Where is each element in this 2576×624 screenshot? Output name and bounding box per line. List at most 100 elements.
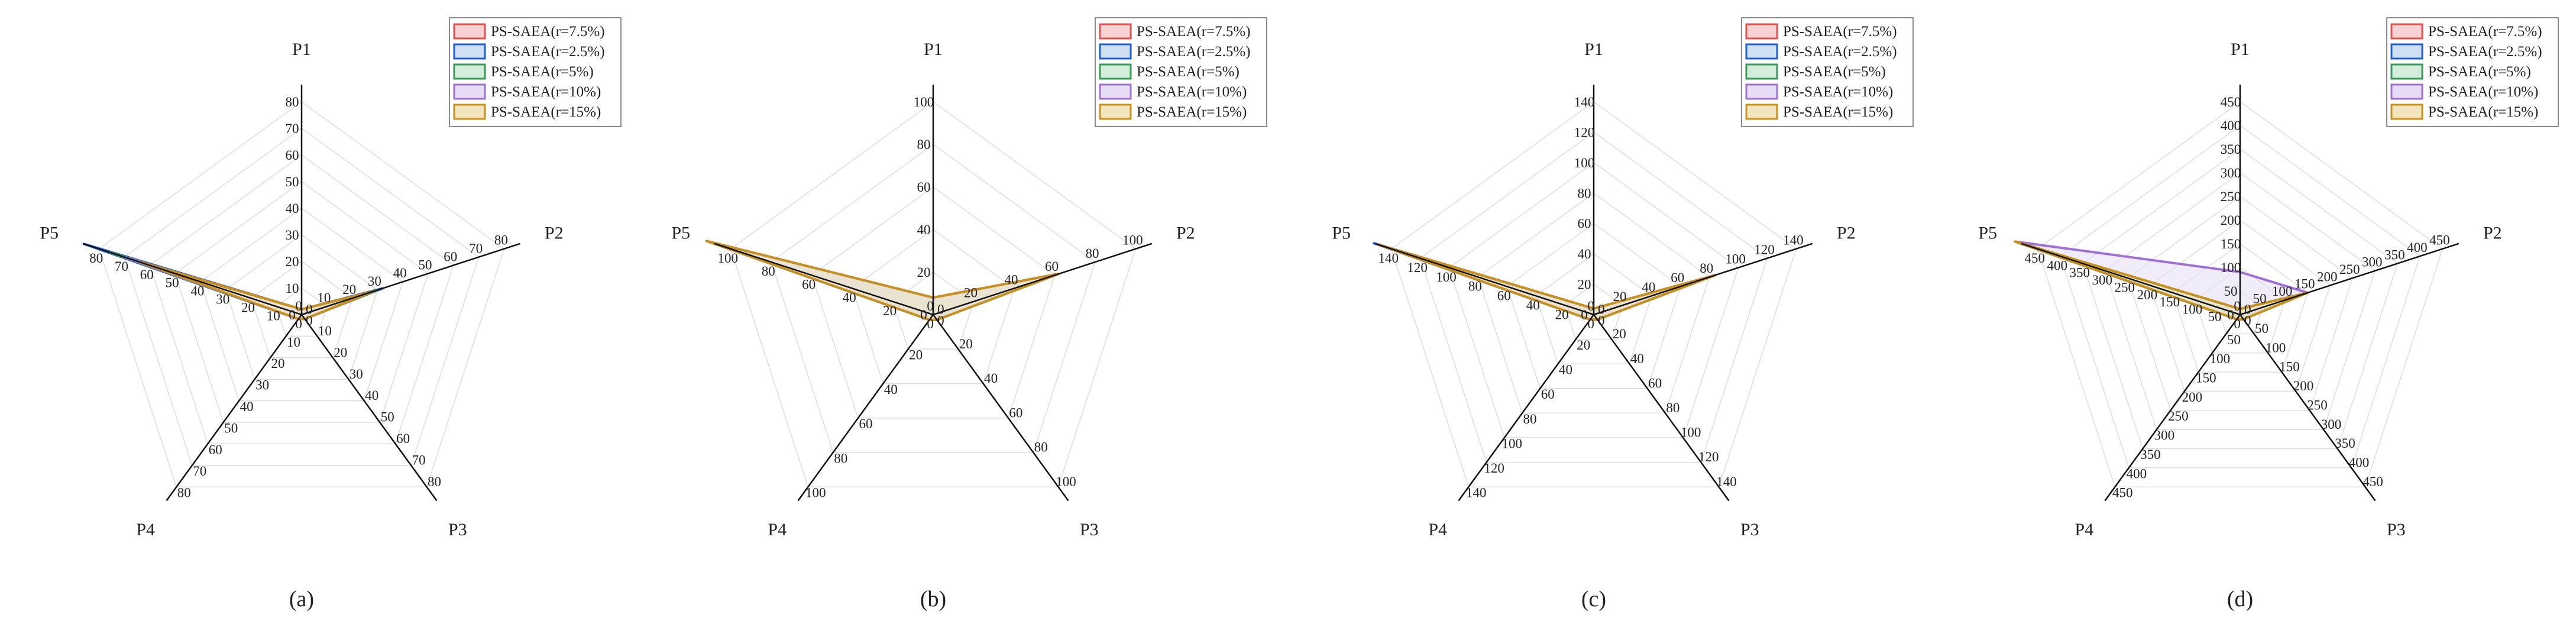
tick-label: 10	[317, 290, 331, 305]
tick-label: 150	[2279, 360, 2300, 374]
legend-entry: PS-SAEA(r=5%)	[1783, 64, 1886, 80]
legend: PS-SAEA(r=7.5%) PS-SAEA(r=2.5%) PS-SAEA(r=…	[449, 17, 622, 127]
grid-ring	[149, 154, 454, 445]
grid-ring	[199, 208, 404, 402]
panel-label: (d)	[2227, 587, 2253, 612]
legend-swatch	[453, 83, 486, 100]
axis-line-p5	[1374, 243, 1594, 316]
tick-label: 150	[2196, 371, 2216, 386]
legend-swatch	[1745, 63, 1778, 80]
legend-swatch	[2390, 43, 2423, 60]
panel-label: (c)	[1581, 587, 1606, 612]
tick-label: 60	[1045, 259, 1059, 274]
tick-label: 120	[1698, 450, 1719, 464]
tick-label: 40	[917, 222, 931, 237]
tick-label: 100	[1681, 425, 1701, 440]
tick-label: 70	[286, 121, 299, 136]
legend-swatch	[1745, 43, 1778, 60]
axis-line-p4	[1458, 314, 1595, 502]
tick-label: 50	[2224, 284, 2238, 299]
grid-ring	[1477, 192, 1710, 414]
axis-line-p5	[714, 243, 934, 316]
tick-label: 30	[255, 378, 269, 393]
tick-label: 30	[368, 274, 381, 289]
tick-label: 60	[444, 249, 457, 264]
tick-label: 150	[2160, 295, 2180, 309]
tick-label: 200	[2221, 213, 2241, 228]
tick-label: 100	[1502, 436, 1523, 451]
axis-label-p5: P5	[40, 223, 59, 243]
legend: PS-SAEA(r=7.5%) PS-SAEA(r=2.5%) PS-SAEA(r=…	[1741, 17, 1914, 127]
tick-label: 50	[381, 410, 394, 425]
tick-label: 140	[1466, 486, 1487, 500]
axis-line-p2	[2240, 243, 2460, 316]
tick-label: 100	[1436, 270, 1457, 284]
tick-label: 200	[2293, 379, 2314, 393]
legend-entry: PS-SAEA(r=5%)	[1137, 64, 1240, 80]
tick-label: 50	[2253, 291, 2267, 306]
tick-label: 20	[271, 356, 285, 371]
tick-label: 400	[2127, 466, 2147, 481]
legend-entry: PS-SAEA(r=15%)	[491, 104, 601, 120]
tick-label: 0	[1587, 299, 1594, 313]
tick-label: 40	[984, 371, 998, 386]
grid-ring	[730, 101, 1137, 487]
tick-label: 80	[1700, 261, 1713, 276]
series-polygon	[82, 243, 384, 321]
tick-label: 40	[286, 201, 299, 216]
legend-entry: PS-SAEA(r=5%)	[2428, 64, 2531, 80]
grid-ring	[852, 229, 1015, 384]
legend-entry: PS-SAEA(r=15%)	[2428, 104, 2538, 120]
tick-label: 70	[115, 259, 128, 274]
tick-label: 50	[2208, 309, 2222, 324]
series-polygon	[138, 261, 374, 321]
tick-label: 40	[1526, 298, 1540, 312]
legend-entry: PS-SAEA(r=7.5%)	[1137, 24, 1251, 40]
tick-label: 0	[2244, 313, 2251, 328]
tick-label: 60	[917, 180, 931, 195]
tick-label: 0	[920, 308, 927, 322]
legend-entry: PS-SAEA(r=15%)	[1137, 104, 1247, 120]
tick-label: 40	[1642, 280, 1655, 295]
tick-label: 0	[306, 302, 313, 317]
legend-swatch	[1099, 63, 1132, 80]
tick-label: 100	[717, 251, 738, 266]
tick-label: 40	[843, 290, 856, 305]
tick-label: 70	[412, 452, 426, 467]
axis-label-p4: P4	[2075, 520, 2093, 539]
tick-label: 80	[917, 137, 931, 152]
tick-label: 40	[393, 266, 407, 280]
legend-entry: PS-SAEA(r=7.5%)	[491, 24, 605, 40]
tick-label: 80	[1523, 412, 1537, 426]
tick-label: 0	[927, 316, 934, 331]
tick-label: 20	[917, 265, 931, 280]
tick-label: 100	[2182, 302, 2203, 317]
axis-label-p3: P3	[448, 520, 467, 539]
tick-label: 80	[428, 474, 441, 489]
tick-label: 0	[295, 299, 302, 313]
tick-label: 80	[1034, 440, 1048, 455]
tick-label: 40	[190, 284, 204, 299]
tick-label: 100	[805, 486, 826, 500]
tick-label: 120	[1407, 260, 1428, 275]
tick-label: 80	[177, 486, 191, 500]
tick-label: 150	[2295, 277, 2315, 292]
tick-label: 450	[2429, 233, 2450, 248]
tick-label: 0	[937, 313, 944, 328]
tick-label: 250	[2168, 409, 2189, 423]
tick-label: 300	[2321, 417, 2342, 432]
axis-line-p2	[933, 243, 1153, 316]
tick-label: 350	[2221, 142, 2241, 157]
tick-label: 100	[2266, 340, 2286, 355]
tick-label: 40	[1578, 247, 1591, 261]
tick-label: 0	[2244, 302, 2251, 317]
tick-label: 100	[2272, 284, 2293, 299]
axis-label-p2: P2	[1837, 223, 1856, 243]
tick-label: 250	[2115, 280, 2135, 295]
grid-ring	[225, 234, 378, 380]
tick-label: 0	[295, 316, 302, 331]
radar-panel-a: 0102030405060708001020304050607080010203…	[40, 17, 622, 612]
tick-label: 80	[1086, 246, 1099, 261]
tick-label: 20	[241, 300, 255, 315]
